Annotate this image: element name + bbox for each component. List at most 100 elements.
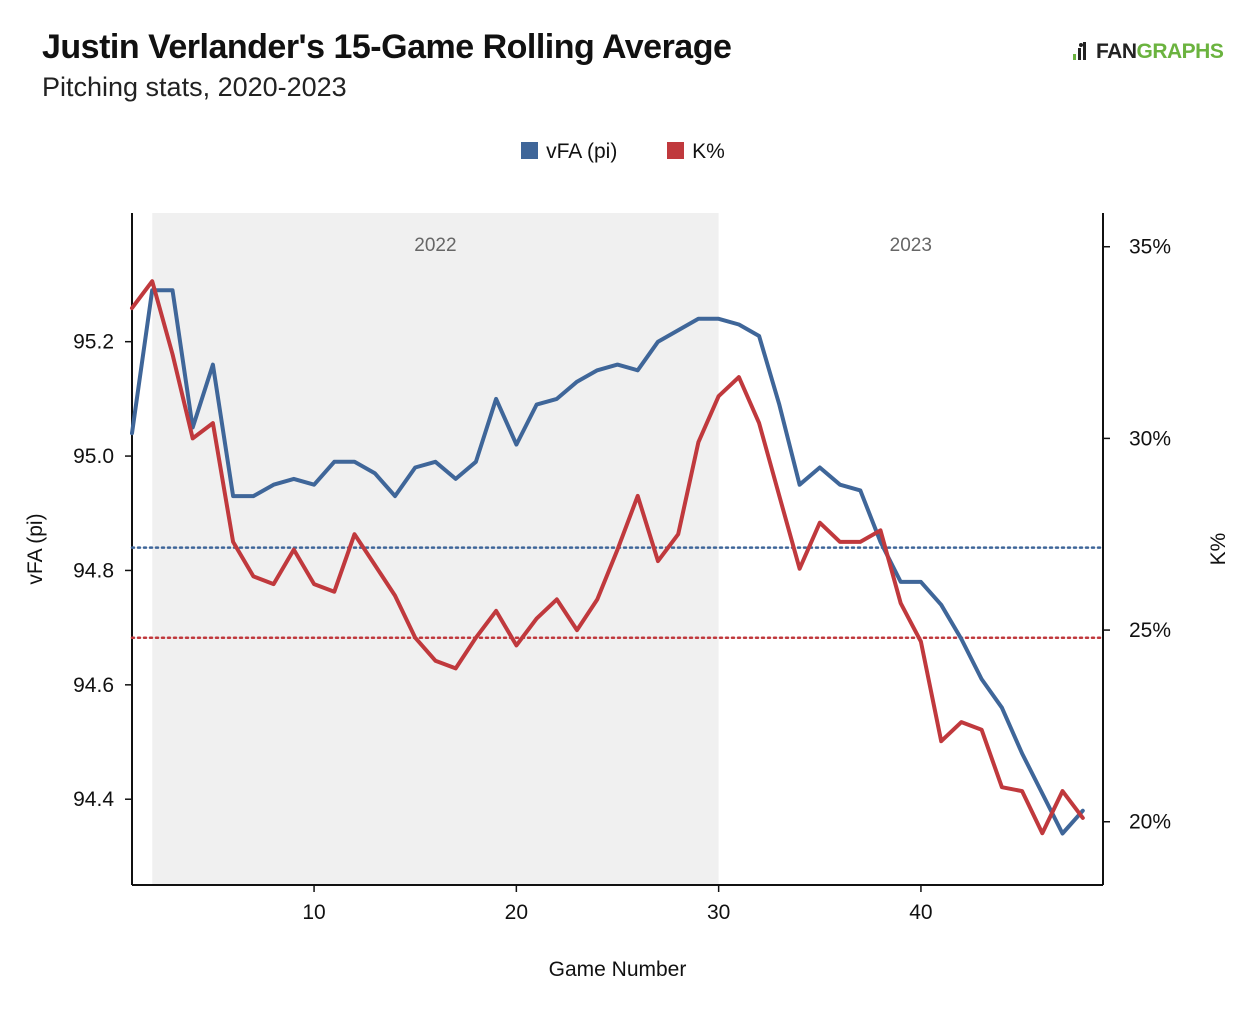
data-point-vfa: [292, 477, 296, 481]
data-point-vfa: [454, 477, 458, 481]
data-point-vfa: [514, 443, 518, 447]
left-y-axis-label: vFA (pi): [24, 513, 47, 584]
x-axis-label: Game Number: [549, 958, 687, 981]
x-tick-label: 20: [505, 901, 528, 924]
data-point-vfa: [1020, 751, 1024, 756]
data-point-k: [595, 597, 599, 602]
data-point-k: [757, 421, 761, 425]
right-y-tick-label: 20%: [1129, 811, 1171, 834]
data-point-k: [939, 739, 943, 743]
data-point-k: [575, 628, 579, 632]
fangraphs-bars-icon: [1073, 42, 1086, 60]
data-point-k: [696, 440, 701, 444]
data-point-k: [191, 436, 195, 441]
data-point-vfa: [433, 460, 438, 464]
legend-label-k: K%: [692, 140, 725, 163]
legend-item-k[interactable]: K%: [667, 140, 725, 164]
series-line-vfa: [130, 288, 1085, 836]
data-point-k: [130, 306, 134, 310]
data-point-vfa: [272, 483, 276, 487]
data-point-vfa: [312, 483, 316, 487]
data-point-vfa: [352, 460, 357, 464]
left-y-tick-label: 94.4: [73, 788, 114, 811]
data-point-vfa: [818, 465, 822, 470]
logo-text-fan: FAN: [1096, 40, 1137, 63]
data-point-vfa: [575, 380, 579, 384]
left-y-tick-label: 95.0: [73, 445, 114, 468]
chart-legend: vFA (pi) K%: [0, 140, 1246, 164]
data-point-k: [150, 279, 154, 283]
data-point-vfa: [474, 460, 478, 464]
data-point-k: [959, 720, 963, 724]
data-point-vfa: [251, 494, 255, 498]
data-point-k: [717, 394, 721, 398]
data-point-k: [980, 728, 984, 732]
data-point-vfa: [373, 471, 377, 475]
data-point-vfa: [595, 368, 599, 372]
data-point-k: [454, 666, 458, 671]
data-point-vfa: [413, 465, 417, 470]
data-point-k: [615, 547, 620, 552]
data-point-vfa: [332, 460, 336, 464]
chart-title: Justin Verlander's 15-Game Rolling Avera…: [42, 28, 732, 66]
data-point-vfa: [899, 580, 903, 584]
data-point-k: [312, 582, 316, 586]
data-point-k: [534, 616, 539, 621]
data-point-k: [494, 609, 498, 613]
data-point-k: [1040, 831, 1044, 835]
data-point-vfa: [393, 494, 397, 498]
legend-item-vfa[interactable]: vFA (pi): [521, 140, 617, 164]
fangraphs-logo: FANGRAPHS: [1072, 40, 1224, 64]
right-y-axis-label: K%: [1207, 533, 1230, 566]
data-point-vfa: [959, 637, 963, 641]
data-point-k: [1060, 789, 1065, 793]
season-band-label-2022: 2022: [414, 235, 456, 256]
x-tick-label: 30: [707, 901, 730, 924]
data-point-vfa: [777, 402, 781, 407]
data-point-k: [474, 636, 478, 640]
data-point-vfa: [1081, 809, 1085, 813]
data-point-k: [292, 547, 296, 552]
legend-swatch-k: [667, 142, 685, 159]
data-point-k: [919, 639, 923, 644]
data-point-vfa: [919, 580, 923, 584]
data-point-k: [433, 659, 438, 663]
data-point-k: [797, 567, 802, 571]
right-y-tick-label: 25%: [1129, 619, 1171, 642]
data-point-k: [636, 494, 640, 498]
data-point-vfa: [757, 334, 761, 338]
chart-subtitle: Pitching stats, 2020-2023: [42, 72, 347, 102]
data-point-vfa: [737, 322, 741, 327]
legend-label-vfa: vFA (pi): [546, 140, 618, 163]
data-point-k: [231, 540, 235, 544]
data-point-k: [676, 532, 680, 536]
data-point-k: [393, 593, 397, 598]
right-y-tick-label: 35%: [1129, 236, 1171, 259]
data-point-k: [272, 582, 276, 586]
series-line-k: [130, 279, 1085, 836]
data-point-vfa: [615, 362, 620, 367]
data-point-vfa: [797, 483, 802, 487]
data-point-k: [251, 574, 255, 579]
data-point-k: [514, 643, 518, 648]
data-point-vfa: [534, 402, 539, 407]
data-point-vfa: [130, 431, 134, 435]
data-point-k: [373, 563, 377, 567]
left-y-tick-label: 94.8: [73, 559, 114, 582]
data-point-vfa: [717, 317, 721, 321]
data-point-k: [838, 540, 842, 544]
data-point-k: [211, 421, 215, 425]
data-point-vfa: [838, 483, 842, 487]
data-point-k: [737, 375, 741, 379]
data-point-vfa: [696, 317, 701, 321]
data-point-k: [656, 559, 660, 563]
data-point-vfa: [878, 540, 883, 544]
data-point-k: [555, 597, 559, 602]
data-point-vfa: [555, 397, 559, 401]
data-point-vfa: [1040, 791, 1044, 796]
data-point-vfa: [494, 397, 498, 401]
data-point-k: [858, 540, 862, 544]
data-point-vfa: [980, 677, 984, 681]
data-point-vfa: [939, 603, 943, 607]
season-band-2022: [152, 213, 719, 885]
